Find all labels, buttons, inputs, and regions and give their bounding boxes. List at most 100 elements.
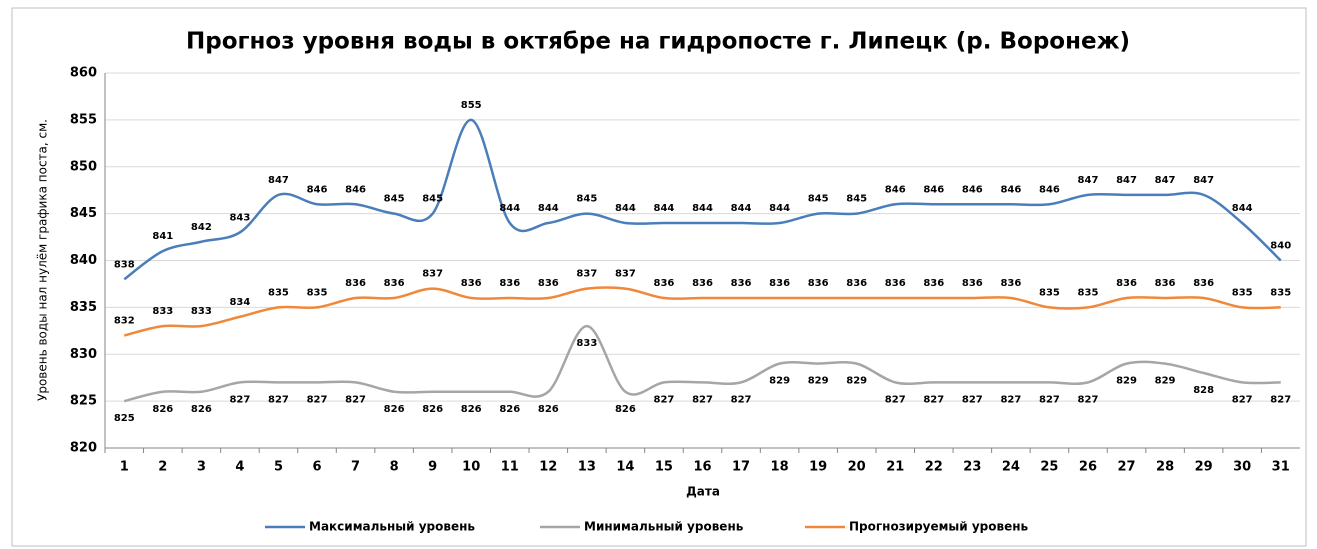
data-label: 836 [923, 278, 944, 289]
data-label: 836 [384, 278, 405, 289]
data-label: 835 [268, 287, 289, 298]
y-tick-label: 850 [70, 159, 97, 174]
x-tick-label: 24 [1002, 460, 1020, 475]
x-tick-label: 6 [312, 460, 321, 475]
data-label: 836 [538, 278, 559, 289]
data-label: 836 [769, 278, 790, 289]
data-label: 836 [808, 278, 829, 289]
data-label: 835 [307, 287, 328, 298]
y-tick-label: 820 [70, 441, 97, 456]
x-tick-label: 7 [351, 460, 360, 475]
data-label: 855 [461, 100, 482, 111]
x-tick-label: 5 [274, 460, 283, 475]
x-tick-label: 17 [732, 460, 750, 475]
data-label: 845 [576, 194, 597, 205]
data-label: 836 [846, 278, 867, 289]
data-label: 847 [1078, 175, 1099, 186]
y-axis-title: Уровень воды нал нулём графика поста, см… [36, 119, 50, 401]
data-label: 833 [576, 338, 597, 349]
data-label: 829 [769, 376, 790, 387]
x-tick-label: 2 [158, 460, 167, 475]
data-label: 836 [1193, 278, 1214, 289]
data-label: 826 [499, 404, 520, 415]
data-label: 844 [499, 203, 520, 214]
data-label: 843 [229, 212, 250, 223]
data-label: 827 [1270, 394, 1291, 405]
data-label: 833 [191, 306, 212, 317]
data-label: 837 [576, 269, 597, 280]
data-label: 836 [731, 278, 752, 289]
x-tick-label: 14 [616, 460, 634, 475]
data-label: 833 [152, 306, 173, 317]
data-label: 844 [538, 203, 559, 214]
data-label: 845 [384, 194, 405, 205]
x-tick-label: 11 [501, 460, 519, 475]
data-label: 846 [923, 184, 944, 195]
x-tick-label: 3 [197, 460, 206, 475]
data-label: 829 [1155, 376, 1176, 387]
x-tick-label: 28 [1156, 460, 1174, 475]
data-label: 841 [152, 231, 173, 242]
data-label: 845 [422, 194, 443, 205]
data-label: 826 [191, 404, 212, 415]
data-label: 834 [229, 297, 250, 308]
x-tick-label: 20 [848, 460, 866, 475]
data-label: 836 [1116, 278, 1137, 289]
data-label: 847 [1116, 175, 1137, 186]
data-label: 827 [1000, 394, 1021, 405]
data-label: 829 [808, 376, 829, 387]
data-label: 836 [461, 278, 482, 289]
x-tick-label: 22 [925, 460, 943, 475]
data-label: 827 [1039, 394, 1060, 405]
data-label: 846 [307, 184, 328, 195]
data-label: 837 [615, 269, 636, 280]
x-tick-label: 19 [809, 460, 827, 475]
x-tick-label: 18 [771, 460, 789, 475]
x-tick-label: 25 [1040, 460, 1058, 475]
data-label: 829 [1116, 376, 1137, 387]
data-label: 846 [1039, 184, 1060, 195]
data-label: 827 [307, 394, 328, 405]
data-label: 844 [1232, 203, 1253, 214]
x-tick-label: 21 [886, 460, 904, 475]
data-label: 827 [923, 394, 944, 405]
data-label: 835 [1039, 287, 1060, 298]
legend-label: Минимальный уровень [584, 520, 744, 534]
data-label: 844 [692, 203, 713, 214]
x-tick-label: 13 [578, 460, 596, 475]
data-label: 827 [1232, 394, 1253, 405]
data-label: 846 [885, 184, 906, 195]
x-tick-label: 30 [1233, 460, 1251, 475]
data-label: 827 [1078, 394, 1099, 405]
data-label: 847 [268, 175, 289, 186]
series-line [123, 324, 1281, 403]
data-label: 832 [114, 316, 135, 327]
data-label: 846 [345, 184, 366, 195]
series-line [123, 118, 1282, 281]
data-label: 844 [615, 203, 636, 214]
data-label: 827 [268, 394, 289, 405]
data-label: 835 [1232, 287, 1253, 298]
data-label: 840 [1270, 241, 1291, 252]
y-tick-label: 840 [70, 253, 97, 268]
legend-label: Прогнозируемый уровень [849, 520, 1029, 534]
data-label: 826 [422, 404, 443, 415]
data-label: 827 [229, 394, 250, 405]
x-tick-label: 15 [655, 460, 673, 475]
data-label: 844 [731, 203, 752, 214]
data-label: 827 [654, 394, 675, 405]
y-tick-label: 860 [70, 66, 97, 81]
data-label: 838 [114, 259, 135, 270]
data-label: 836 [345, 278, 366, 289]
y-tick-label: 835 [70, 300, 97, 315]
data-label: 826 [461, 404, 482, 415]
y-tick-label: 825 [70, 394, 97, 409]
data-label: 844 [654, 203, 675, 214]
data-label: 837 [422, 269, 443, 280]
data-label: 847 [1193, 175, 1214, 186]
data-label: 846 [962, 184, 983, 195]
data-label: 826 [152, 404, 173, 415]
data-label: 844 [769, 203, 790, 214]
data-label: 836 [654, 278, 675, 289]
